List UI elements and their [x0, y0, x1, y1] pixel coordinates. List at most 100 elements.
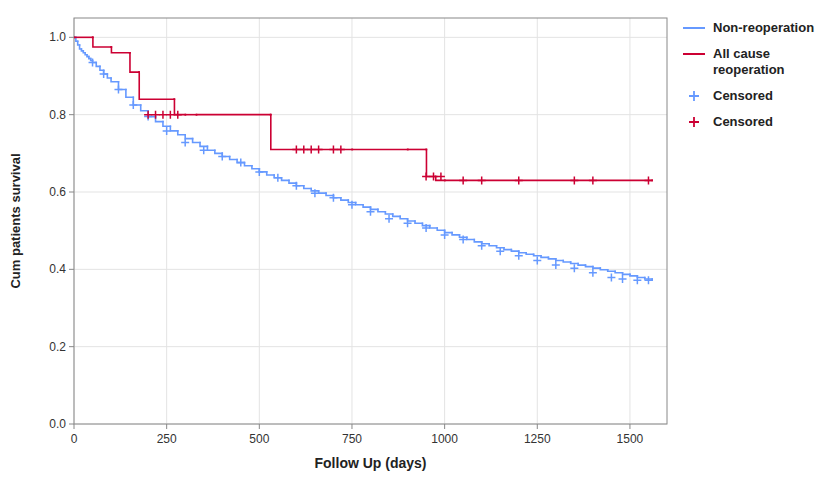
legend-label: All causereoperation [713, 46, 785, 77]
step-segment [534, 254, 541, 256]
x-tick-label: 500 [249, 432, 269, 446]
x-tick [166, 424, 167, 429]
step-segment [600, 268, 607, 270]
step-segment [426, 149, 435, 176]
censored-marker [348, 201, 356, 209]
censored-marker [385, 215, 393, 223]
grid-line-y [74, 37, 667, 38]
step-segment [415, 221, 422, 223]
step-segment [148, 111, 155, 117]
step-segment [519, 251, 526, 253]
step-segment [430, 226, 437, 228]
step-segment [563, 260, 570, 262]
x-tick-label: 1250 [524, 432, 551, 446]
censored-marker [633, 276, 641, 284]
legend-item: All causereoperation [683, 46, 785, 77]
censored-marker [552, 261, 560, 269]
legend: Non-reoperation All causereoperation Censo… [683, 20, 814, 129]
step-segment [111, 47, 129, 53]
legend-label-line: Non-reoperation [713, 20, 814, 35]
censored-marker [459, 236, 467, 244]
x-tick-label: 1000 [431, 432, 458, 446]
censored-marker [607, 273, 615, 281]
step-segment [130, 53, 139, 72]
x-tick [537, 424, 538, 429]
chart: 02505007501000125015000.00.20.40.60.81.0… [0, 0, 827, 482]
step-segment [230, 156, 237, 159]
censored-marker [315, 145, 323, 153]
grid-line-x [351, 18, 352, 424]
censored-marker [422, 173, 430, 181]
y-tick-label: 0.8 [49, 108, 66, 122]
censored-marker [619, 275, 627, 283]
legend-item: Non-reoperation [683, 20, 814, 35]
y-tick-label: 0.2 [49, 340, 66, 354]
censored-marker [166, 111, 174, 119]
censored-marker [478, 176, 486, 184]
step-segment [111, 78, 118, 82]
y-tick [69, 346, 74, 347]
step-segment [393, 214, 400, 216]
grid-line-x [444, 18, 445, 424]
series [74, 37, 652, 180]
step-segment [93, 37, 111, 47]
x-tick [629, 424, 630, 429]
series [89, 58, 653, 284]
x-axis-label: Follow Up (days) [315, 455, 427, 471]
y-tick [69, 269, 74, 270]
step-segment [356, 202, 363, 204]
step-segment [244, 163, 251, 166]
censored-marker [329, 145, 337, 153]
x-tick [259, 424, 260, 429]
y-tick [69, 192, 74, 193]
step-segment [578, 264, 585, 266]
step-segment [608, 270, 615, 272]
censored-marker [515, 176, 523, 184]
step-segment [207, 146, 214, 150]
censored-marker [144, 111, 152, 119]
step-segment [371, 207, 378, 209]
step-segment [163, 122, 170, 127]
step-segment [289, 180, 296, 183]
legend-line [683, 27, 705, 29]
step-segment [141, 105, 148, 111]
censored-marker [100, 70, 108, 78]
step-segment [319, 191, 326, 193]
grid-line-x [629, 18, 630, 424]
y-tick-label: 1.0 [49, 30, 66, 44]
x-tick-label: 250 [157, 432, 177, 446]
censored-marker [404, 219, 412, 227]
step-segment [526, 253, 533, 255]
grid-line-x [259, 18, 260, 424]
legend-label-line: Censored [713, 114, 773, 129]
step-segment [186, 114, 197, 116]
step-segment [637, 276, 644, 278]
step-segment [385, 212, 392, 214]
censored-marker [292, 182, 300, 190]
step-segment [474, 240, 481, 242]
step-segment [185, 135, 192, 139]
step-segment [178, 131, 185, 135]
step-segment [156, 117, 163, 122]
series [144, 111, 652, 185]
step-segment [556, 259, 563, 261]
censored-marker [422, 224, 430, 232]
legend-line [683, 53, 705, 55]
legend-marker [689, 117, 699, 127]
censored-marker [570, 176, 578, 184]
censored-marker [441, 231, 449, 239]
censored-marker [114, 86, 122, 94]
step-segment [282, 178, 289, 181]
censored-marker [437, 173, 445, 181]
censored-marker [218, 152, 226, 160]
x-tick [444, 424, 445, 429]
censored-marker [89, 58, 97, 66]
step-segment [630, 274, 637, 276]
step-segment [74, 37, 92, 39]
censored-marker [515, 252, 523, 260]
y-tick-label: 0.0 [49, 417, 66, 431]
y-tick [69, 37, 74, 38]
x-tick [74, 424, 75, 429]
step-segment [252, 166, 259, 169]
censored-marker [496, 247, 504, 255]
